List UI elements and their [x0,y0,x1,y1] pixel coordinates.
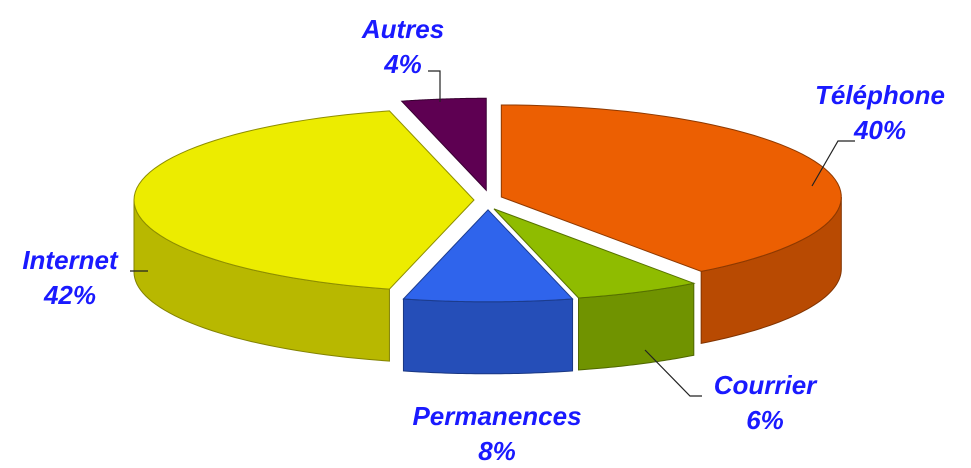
slice [402,209,574,303]
slice-label: Téléphone [815,80,945,110]
slice-sides [133,196,842,375]
slice-label: Permanences [412,401,581,431]
value-label: 40% [853,115,906,145]
slice-label: Autres [361,14,444,44]
slice-label: Internet [22,245,119,275]
leader-line [428,70,441,102]
value-label: 6% [746,405,784,435]
slice [133,110,475,290]
slice [500,104,842,272]
leader-line [644,349,702,397]
slice [400,97,487,192]
value-label: 42% [43,280,96,310]
slice-label: Courrier [714,370,818,400]
slices [133,97,842,303]
slice [493,208,696,299]
value-label: 4% [383,49,422,79]
leader-line [811,140,855,187]
slice-side [402,298,574,375]
value-label: 8% [478,436,516,466]
